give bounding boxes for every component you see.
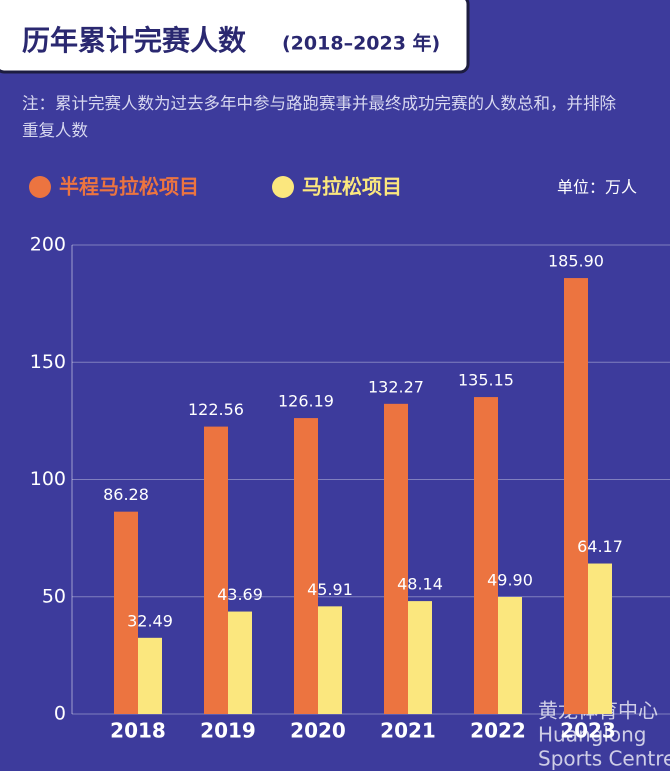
- bar: [474, 397, 498, 714]
- bar: [588, 563, 612, 714]
- value-label: 48.14: [397, 575, 443, 594]
- bar: [114, 511, 138, 714]
- x-tick-label: 2021: [380, 719, 436, 743]
- legend-label: 马拉松项目: [302, 175, 402, 199]
- value-label: 135.15: [458, 371, 514, 390]
- value-label: 49.90: [487, 570, 533, 589]
- y-tick-label: 0: [54, 703, 66, 725]
- legend-marker: [29, 176, 51, 198]
- bar: [138, 637, 162, 714]
- y-tick-label: 50: [42, 585, 66, 607]
- x-tick-label: 2018: [110, 719, 166, 743]
- bar: [408, 601, 432, 714]
- x-tick-label: 2020: [290, 719, 346, 743]
- value-label: 122.56: [188, 400, 244, 419]
- watermark: Sports Centre: [538, 747, 670, 771]
- bar: [384, 403, 408, 714]
- unit-label: 单位：万人: [557, 178, 637, 197]
- legend-label: 半程马拉松项目: [59, 175, 199, 199]
- bar: [498, 596, 522, 714]
- value-label: 185.90: [548, 252, 604, 271]
- bar: [564, 278, 588, 714]
- value-label: 132.27: [368, 377, 424, 396]
- value-label: 64.17: [577, 537, 623, 556]
- legend-marker: [272, 176, 294, 198]
- value-label: 43.69: [217, 585, 263, 604]
- x-tick-label: 2022: [470, 719, 526, 743]
- value-label: 45.91: [307, 580, 353, 599]
- y-tick-label: 100: [30, 468, 66, 490]
- y-tick-label: 150: [30, 351, 66, 373]
- note: 注：累计完赛人数为过去多年中参与路跑赛事并最终成功完赛的人数总和，并排除重复人数: [22, 94, 616, 140]
- chart-title: 历年累计完赛人数: [22, 24, 247, 57]
- bar: [294, 418, 318, 714]
- bar: [204, 426, 228, 714]
- bar: [318, 606, 342, 714]
- y-tick-label: 200: [30, 234, 66, 256]
- x-tick-label: 2023: [560, 719, 616, 743]
- watermark: Huanglong: [538, 723, 647, 747]
- title-banner: [0, 0, 470, 74]
- value-label: 86.28: [103, 485, 149, 504]
- x-tick-label: 2019: [200, 719, 256, 743]
- value-label: 126.19: [278, 392, 334, 411]
- bar: [228, 611, 252, 714]
- value-label: 32.49: [127, 611, 173, 630]
- chart-subtitle: (2018–2023 年): [282, 32, 440, 55]
